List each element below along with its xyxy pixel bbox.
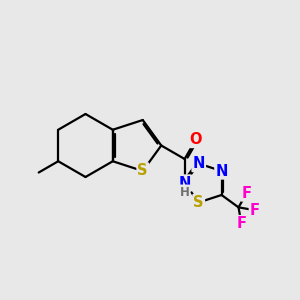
Text: N: N: [178, 176, 191, 190]
Text: F: F: [250, 203, 260, 218]
Text: N: N: [215, 164, 228, 178]
Text: F: F: [236, 216, 246, 231]
Text: F: F: [242, 185, 252, 200]
Text: S: S: [194, 195, 204, 210]
Text: H: H: [180, 185, 190, 199]
Text: O: O: [190, 132, 202, 147]
Text: S: S: [137, 164, 148, 178]
Text: N: N: [193, 156, 205, 171]
